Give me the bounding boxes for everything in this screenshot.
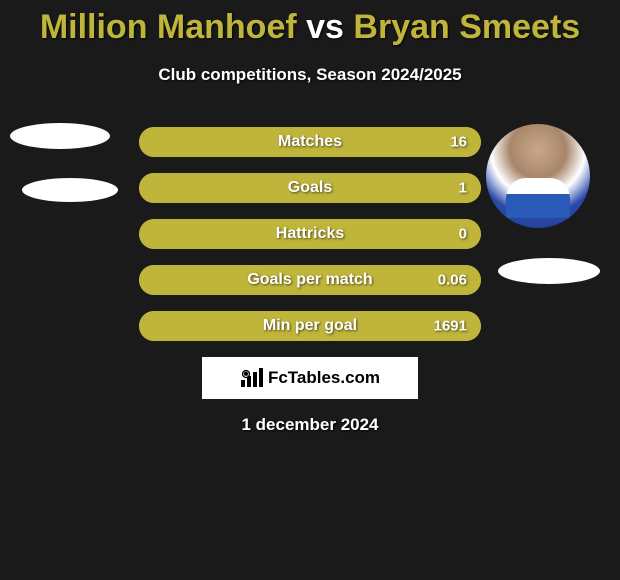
subtitle: Club competitions, Season 2024/2025	[0, 65, 620, 85]
stat-label: Min per goal	[263, 317, 357, 335]
stat-value-right: 1	[459, 180, 467, 197]
site-logo: FcTables.com	[202, 357, 418, 399]
stat-label: Hattricks	[276, 225, 344, 243]
player2-name: Bryan Smeets	[353, 8, 580, 46]
stat-row: Goals 1	[139, 173, 481, 203]
stat-row: Min per goal 1691	[139, 311, 481, 341]
stat-value-right: 16	[450, 134, 467, 151]
chart-icon	[240, 368, 264, 388]
stat-row: Hattricks 0	[139, 219, 481, 249]
comparison-card: Million Manhoef vs Bryan Smeets Club com…	[0, 0, 620, 435]
stat-label: Matches	[278, 133, 342, 151]
stat-value-right: 0	[459, 226, 467, 243]
title: Million Manhoef vs Bryan Smeets	[0, 8, 620, 47]
player2-club-badge	[498, 258, 600, 284]
stat-label: Goals	[288, 179, 332, 197]
vs-text: vs	[306, 8, 344, 46]
player2-avatar	[486, 124, 590, 228]
stat-label: Goals per match	[247, 271, 372, 289]
stat-value-right: 1691	[434, 318, 467, 335]
date: 1 december 2024	[0, 415, 620, 435]
player1-name: Million Manhoef	[40, 8, 297, 46]
logo-text: FcTables.com	[268, 368, 380, 388]
stat-row: Goals per match 0.06	[139, 265, 481, 295]
stat-rows: Matches 16 Goals 1 Hattricks 0 Goals per match…	[139, 127, 481, 341]
player1-club-badge-2	[22, 178, 118, 202]
stat-row: Matches 16	[139, 127, 481, 157]
stat-value-right: 0.06	[438, 272, 467, 289]
player1-club-badge	[10, 123, 110, 149]
